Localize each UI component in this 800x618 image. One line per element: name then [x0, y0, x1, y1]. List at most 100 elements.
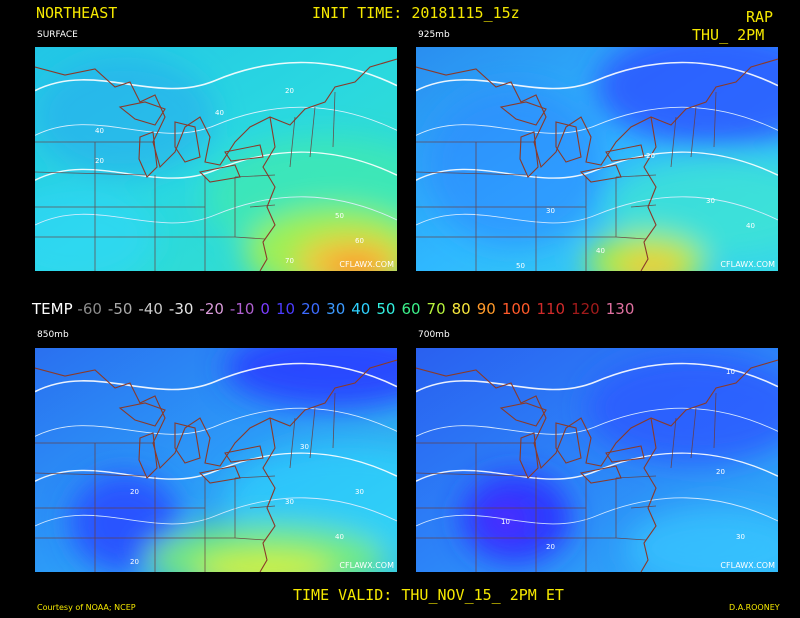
panel-label-850: 850mb	[37, 330, 69, 340]
state-border	[309, 407, 316, 459]
state-border	[416, 171, 527, 176]
contour-label: 30	[300, 443, 309, 451]
contour-label: 40	[215, 109, 224, 117]
state-border	[670, 116, 677, 168]
panel-credit: CFLAWX.COM	[720, 260, 775, 269]
legend-item: 10	[275, 300, 296, 318]
contour-label: 40	[596, 247, 605, 255]
map-panel-850: 20 30 20 30 40 30 CFLAWX.COM	[35, 348, 397, 572]
state-border	[713, 392, 717, 449]
temperature-shading	[606, 157, 778, 257]
lake-outline	[555, 121, 582, 163]
legend-title: TEMP	[32, 300, 73, 318]
state-border	[289, 116, 296, 168]
state-border	[249, 505, 276, 509]
state-border	[35, 472, 146, 477]
isotherm-contour	[35, 407, 397, 437]
lake-outline	[499, 402, 547, 427]
legend-item: -60	[77, 300, 102, 318]
isotherm-contour	[416, 196, 778, 226]
lake-outline	[519, 131, 539, 178]
legend-item: -20	[199, 300, 224, 318]
legend-item: -10	[229, 300, 255, 318]
panel-credit: CFLAWX.COM	[339, 260, 394, 269]
state-border	[332, 392, 336, 449]
contour-label: 20	[716, 468, 725, 476]
state-border	[690, 407, 697, 459]
isotherm-contour	[35, 497, 397, 527]
isotherm-contour	[35, 362, 397, 393]
lake-outline	[138, 131, 158, 178]
lake-outline	[519, 432, 539, 479]
state-border	[309, 106, 316, 158]
contour-label: 50	[335, 212, 344, 220]
isotherm-contour	[35, 452, 397, 482]
legend-item: 120	[571, 300, 600, 318]
legend-item: 20	[301, 300, 321, 318]
init-time: INIT TIME: 20181115_15z	[312, 4, 520, 22]
contour-label: 20	[95, 157, 104, 165]
isotherm-contour	[416, 452, 778, 482]
contour-label: 60	[355, 237, 364, 245]
state-border	[332, 91, 336, 148]
contour-label: 20	[646, 152, 655, 160]
contour-label: 70	[285, 257, 294, 265]
legend-item: 130	[605, 300, 635, 318]
lake-outline	[174, 422, 201, 464]
author-credit: D.A.ROONEY	[729, 603, 780, 612]
state-border	[690, 106, 697, 158]
state-border	[615, 537, 647, 541]
legend-item: 60	[401, 300, 421, 318]
legend-item: 70	[426, 300, 446, 318]
lake-outline	[138, 432, 158, 479]
isotherm-contour	[416, 151, 778, 181]
region-title: NORTHEAST	[36, 4, 118, 22]
isotherm-contour	[35, 61, 397, 92]
legend-item: 0	[260, 300, 270, 318]
contour-label: 30	[736, 533, 745, 541]
state-border	[615, 475, 657, 479]
state-border	[234, 236, 266, 240]
model-name: RAP	[746, 8, 774, 26]
temperature-shading	[225, 348, 397, 408]
coastline	[640, 116, 657, 271]
isotherm-contour	[416, 497, 778, 527]
legend-item: 50	[376, 300, 396, 318]
temperature-shading	[35, 57, 215, 177]
contour-label: 30	[706, 197, 715, 205]
contour-label: 20	[130, 558, 139, 566]
lake-outline	[499, 101, 547, 126]
legend-item: 110	[536, 300, 566, 318]
state-border	[630, 204, 657, 208]
state-border	[249, 204, 276, 208]
state-border	[234, 174, 276, 178]
legend-item: -50	[107, 300, 133, 318]
coastline	[259, 417, 276, 572]
temperature-shading	[325, 255, 385, 271]
lake-outline	[224, 445, 264, 463]
panel-label-925: 925mb	[418, 30, 450, 40]
coastline	[416, 58, 778, 169]
lake-outline	[555, 422, 582, 464]
contour-label: 40	[95, 127, 104, 135]
state-border	[713, 91, 717, 148]
temperature-shading	[626, 508, 778, 572]
legend-item: 80	[451, 300, 471, 318]
coastline	[35, 359, 397, 470]
temperature-shading	[616, 251, 686, 271]
state-border	[630, 505, 657, 509]
valid-short: THU_ 2PM	[692, 26, 765, 44]
contour-label: 10	[726, 368, 735, 376]
contour-label: 40	[335, 533, 344, 541]
contour-label: 40	[746, 222, 755, 230]
lake-outline	[118, 402, 166, 427]
panel-credit: CFLAWX.COM	[720, 561, 775, 570]
isotherm-contour	[416, 362, 778, 393]
legend-item: 90	[476, 300, 496, 318]
isotherm-contour	[416, 407, 778, 437]
temperature-shading	[426, 87, 606, 247]
coastline	[259, 116, 276, 271]
map-panel-700: 10 20 10 20 30 CFLAWX.COM	[416, 348, 778, 572]
contour-label: 30	[285, 498, 294, 506]
contour-label: 30	[546, 207, 555, 215]
